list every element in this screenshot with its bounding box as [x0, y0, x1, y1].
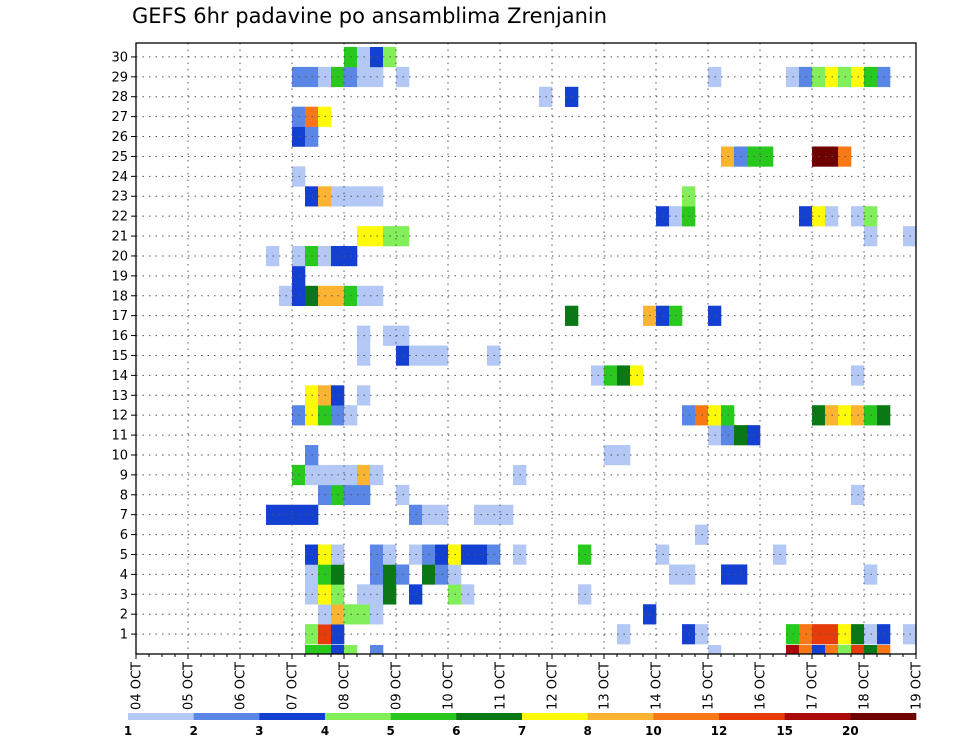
heatmap-cell [305, 645, 319, 655]
heatmap-cell [838, 645, 852, 655]
y-tick-label: 21 [111, 230, 128, 245]
heatmap-cell [331, 645, 345, 655]
y-tick-label: 8 [120, 488, 128, 503]
x-tick-label: 05 OCT [182, 662, 197, 710]
legend-label: 4 [321, 724, 329, 738]
y-tick-label: 23 [111, 190, 128, 205]
x-tick-label: 19 OCT [910, 662, 925, 710]
legend-swatch [653, 713, 720, 720]
legend-swatch [719, 713, 785, 720]
y-tick-label: 12 [111, 409, 128, 424]
x-tick-label: 10 OCT [442, 662, 457, 710]
legend-swatch [522, 713, 588, 720]
y-tick-label: 11 [111, 429, 128, 444]
legend-swatch [259, 713, 326, 720]
y-tick-label: 27 [111, 110, 128, 125]
legend-swatch [325, 713, 391, 720]
y-tick-label: 29 [111, 70, 128, 85]
legend-label: 2 [189, 724, 197, 738]
legend-label: 3 [255, 724, 263, 738]
y-tick-label: 9 [120, 468, 128, 483]
x-tick-label: 13 OCT [598, 662, 613, 710]
legend-swatch [784, 713, 851, 720]
y-tick-label: 3 [120, 588, 128, 603]
legend-label: 7 [518, 724, 526, 738]
legend-swatch [390, 713, 457, 720]
x-tick-label: 09 OCT [390, 662, 405, 710]
y-tick-label: 25 [111, 150, 128, 165]
x-tick-label: 14 OCT [650, 662, 665, 710]
x-tick-label: 16 OCT [754, 662, 769, 710]
legend-swatch [587, 713, 654, 720]
y-tick-label: 6 [120, 528, 128, 543]
y-tick-label: 18 [111, 289, 128, 304]
x-tick-label: 17 OCT [806, 662, 821, 710]
heatmap-cell [812, 645, 826, 655]
y-tick-label: 15 [111, 349, 128, 364]
y-tick-label: 4 [120, 568, 128, 583]
legend-label: 10 [645, 724, 662, 738]
y-tick-label: 20 [111, 249, 128, 264]
legend-swatch [128, 713, 194, 720]
y-tick-label: 30 [111, 50, 128, 65]
legend-swatch [193, 713, 260, 720]
y-tick-label: 24 [111, 170, 128, 185]
heatmap-cell [708, 645, 722, 655]
y-tick-label: 14 [111, 369, 128, 384]
legend-label: 12 [711, 724, 728, 738]
heatmap-cell [877, 645, 891, 655]
y-tick-label: 16 [111, 329, 128, 344]
legend-swatch [850, 713, 917, 720]
y-tick-label: 26 [111, 130, 128, 145]
x-tick-label: 12 OCT [546, 662, 561, 710]
y-tick-label: 19 [111, 269, 128, 284]
y-tick-label: 17 [111, 309, 128, 324]
x-tick-label: 07 OCT [286, 662, 301, 710]
x-tick-label: 06 OCT [234, 662, 249, 710]
legend-label: 8 [583, 724, 591, 738]
y-tick-label: 7 [120, 508, 128, 523]
legend-swatch [456, 713, 523, 720]
heatmap-cell [825, 645, 839, 655]
chart-title: GEFS 6hr padavine po ansamblima Zrenjani… [132, 4, 608, 28]
y-tick-label: 22 [111, 210, 128, 225]
legend-label: 20 [842, 724, 859, 738]
y-tick-label: 2 [120, 608, 128, 623]
x-tick-label: 08 OCT [338, 662, 353, 710]
x-tick-label: 18 OCT [858, 662, 873, 710]
heatmap-cell [318, 645, 332, 655]
heatmap-cell [370, 645, 384, 655]
x-tick-label: 04 OCT [130, 662, 145, 710]
x-tick-label: 15 OCT [702, 662, 717, 710]
y-tick-label: 10 [111, 448, 128, 463]
heatmap-cell [799, 645, 813, 655]
legend-label: 1 [124, 724, 132, 738]
legend-label: 15 [776, 724, 793, 738]
legend-label: 6 [452, 724, 460, 738]
x-tick-label: 11 OCT [494, 662, 509, 710]
heatmap-cell [851, 645, 865, 655]
heatmap-cell [864, 645, 878, 655]
y-tick-label: 1 [120, 628, 128, 643]
y-tick-label: 28 [111, 90, 128, 105]
y-tick-label: 13 [111, 389, 128, 404]
y-tick-label: 5 [120, 548, 128, 563]
heatmap-cell [344, 645, 358, 655]
legend-label: 5 [386, 724, 394, 738]
heatmap-cell [786, 645, 800, 655]
